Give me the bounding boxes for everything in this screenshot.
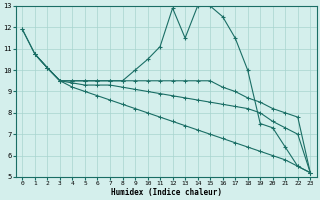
X-axis label: Humidex (Indice chaleur): Humidex (Indice chaleur) <box>111 188 222 197</box>
